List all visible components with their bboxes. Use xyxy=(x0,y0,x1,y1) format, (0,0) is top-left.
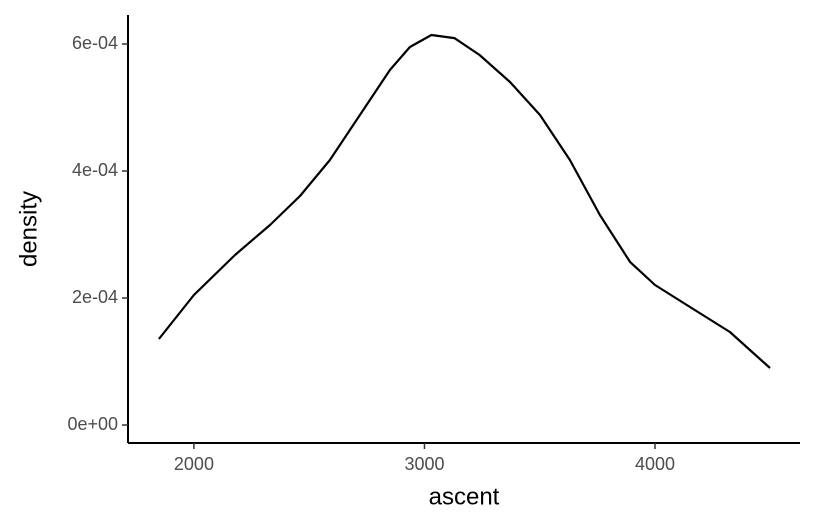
x-tick-label: 4000 xyxy=(635,454,675,474)
x-tick-label: 2000 xyxy=(174,454,214,474)
y-tick-label: 4e-04 xyxy=(72,160,118,180)
y-tick-label: 6e-04 xyxy=(72,33,118,53)
y-tick-label: 0e+00 xyxy=(67,414,118,434)
x-axis-title: ascent xyxy=(429,483,500,510)
x-tick-label: 3000 xyxy=(404,454,444,474)
y-tick-label: 2e-04 xyxy=(72,287,118,307)
density-line xyxy=(158,33,771,369)
y-axis-title: density xyxy=(15,191,42,267)
